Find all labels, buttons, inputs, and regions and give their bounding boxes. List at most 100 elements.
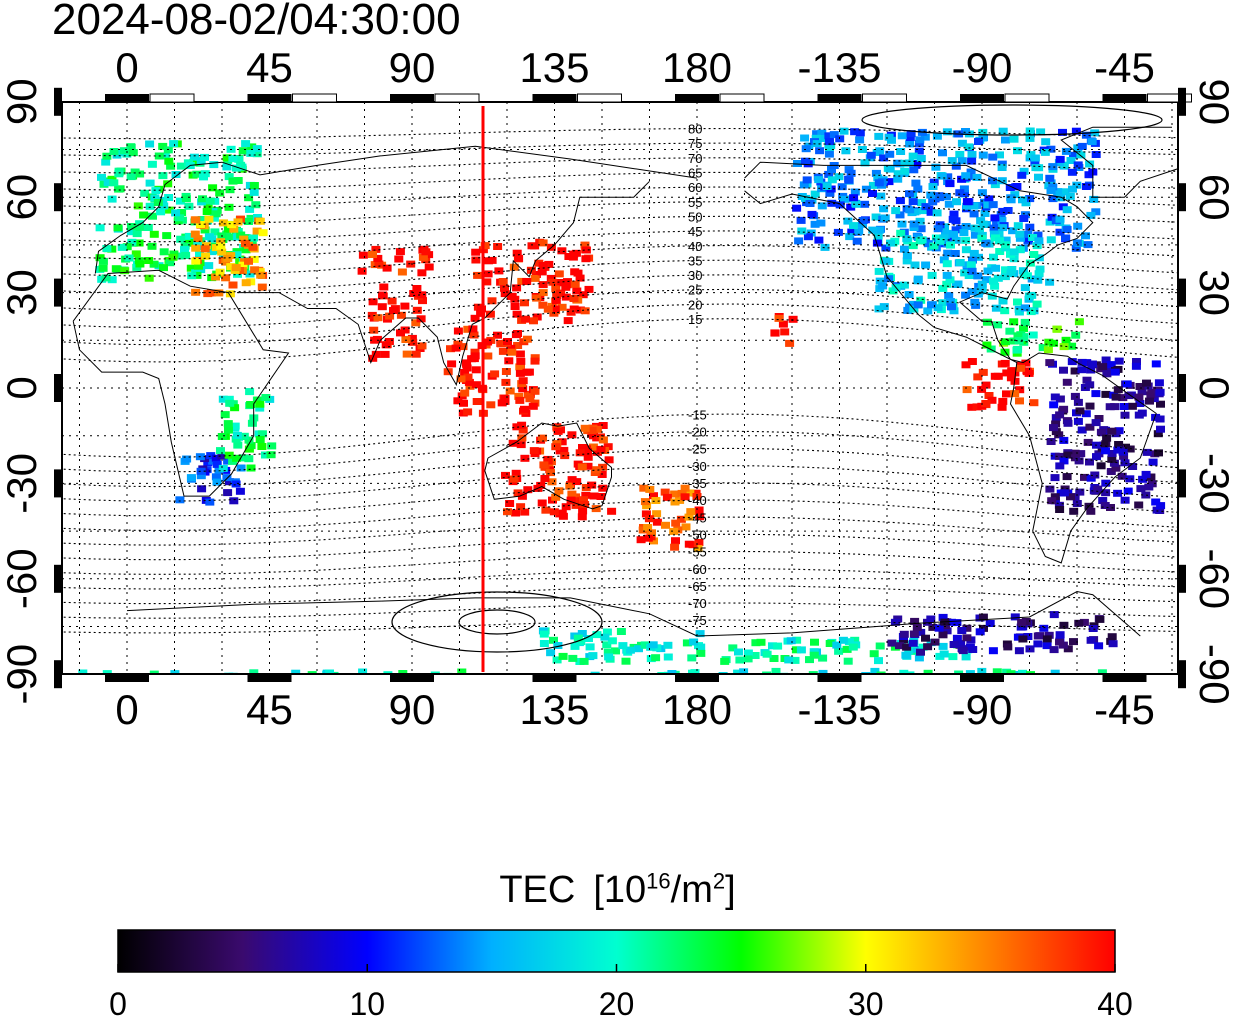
tec-cell	[806, 229, 816, 237]
tec-cell	[382, 264, 392, 272]
tec-cell	[891, 207, 901, 215]
tec-cell	[914, 147, 924, 155]
tec-cell	[1019, 325, 1028, 333]
tec-cell	[217, 248, 227, 256]
tec-cell	[645, 485, 655, 493]
tec-cell	[951, 236, 961, 244]
tec-cell	[521, 315, 530, 323]
tec-cell	[158, 172, 168, 180]
tec-cell	[378, 291, 387, 299]
tec-cell	[1042, 642, 1052, 650]
tec-cell	[252, 227, 262, 235]
contour-line	[63, 201, 1178, 226]
tec-cell	[896, 229, 906, 237]
contour-line	[63, 274, 1178, 311]
tec-cell	[962, 386, 972, 394]
tec-cell	[1076, 450, 1086, 458]
tec-cell	[181, 195, 191, 203]
tec-cell	[527, 242, 537, 250]
tec-cell	[149, 670, 159, 674]
tec-cell	[770, 329, 780, 337]
tec-cell	[1050, 669, 1060, 674]
tec-cell	[955, 150, 965, 158]
tec-cell	[965, 670, 975, 674]
tec-cell	[485, 310, 495, 318]
tec-cell	[1059, 457, 1069, 465]
tec-cell	[383, 671, 393, 674]
tec-cell	[947, 157, 957, 165]
contour-line	[63, 516, 1178, 546]
tec-cell	[1070, 392, 1080, 400]
tec-cell	[194, 262, 203, 270]
tec-cell	[977, 234, 987, 242]
tec-cell	[879, 303, 889, 311]
tec-cell	[987, 292, 997, 300]
tec-cell	[1019, 215, 1029, 222]
tec-cell	[1001, 236, 1011, 244]
tec-cell	[1091, 390, 1101, 398]
tec-cell	[957, 175, 967, 183]
tec-cell	[512, 284, 522, 292]
tec-cell	[955, 189, 965, 197]
tec-cell	[517, 421, 527, 429]
tec-cell	[374, 260, 384, 268]
tec-cell	[935, 194, 945, 202]
tec-cell	[1010, 613, 1020, 621]
tec-cell	[652, 677, 661, 684]
left-tick	[54, 564, 62, 593]
tec-cell	[879, 154, 889, 162]
tec-cell	[861, 185, 871, 193]
top-tick	[532, 94, 577, 102]
tec-cell	[1117, 472, 1127, 480]
tec-cell	[1026, 308, 1036, 316]
tec-cell	[596, 493, 606, 500]
tec-cell	[967, 288, 977, 296]
tec-cell	[1110, 368, 1120, 376]
tec-cell	[1048, 183, 1058, 191]
tec-cell	[253, 396, 263, 404]
tec-cell	[1016, 623, 1026, 631]
tec-cell	[810, 678, 819, 685]
tec-cell	[1131, 362, 1141, 370]
tec-cell	[546, 469, 555, 477]
tec-cell	[794, 237, 804, 245]
tec-cell	[642, 502, 652, 510]
tec-cell	[575, 449, 585, 457]
left-lat-label: 0	[0, 376, 45, 399]
tec-cell	[266, 451, 276, 459]
tec-cell	[98, 257, 108, 265]
tec-cell	[355, 678, 364, 685]
tec-cell	[1098, 363, 1108, 371]
tec-cell	[961, 291, 971, 299]
tec-cell	[581, 484, 591, 491]
tec-cell	[236, 464, 246, 472]
bottom-tick	[247, 674, 292, 682]
tec-cell	[162, 678, 171, 685]
tec-cell	[610, 678, 619, 685]
tec-cell	[650, 676, 659, 683]
tec-cell	[506, 292, 516, 300]
tec-cell	[639, 484, 649, 492]
tec-cell	[1027, 275, 1037, 283]
bottom-tick	[675, 674, 719, 682]
contour-label: 70	[688, 151, 702, 166]
tec-cell	[505, 500, 515, 507]
tec-cell	[551, 493, 561, 501]
tec-cell	[966, 168, 976, 176]
tec-cell	[910, 617, 920, 625]
tec-cell	[809, 676, 818, 683]
tec-cell	[1154, 449, 1163, 457]
right-lat-label: 30	[1191, 269, 1235, 316]
tec-cell	[501, 471, 510, 479]
tec-cell	[251, 201, 261, 209]
tec-cell	[997, 164, 1007, 171]
tec-cell	[927, 271, 937, 279]
axis-ticks: 0 45 90 135 180 -135 -90 -450 45 90 135 180 -135 -90-…	[0, 44, 1235, 733]
tec-cell	[916, 648, 925, 656]
tec-cell	[1066, 157, 1076, 164]
bottom-lon-label: 45	[246, 686, 293, 733]
tec-cell	[186, 264, 196, 272]
tec-cell	[855, 129, 865, 137]
tec-cell	[1045, 359, 1055, 367]
coastline	[484, 422, 612, 510]
